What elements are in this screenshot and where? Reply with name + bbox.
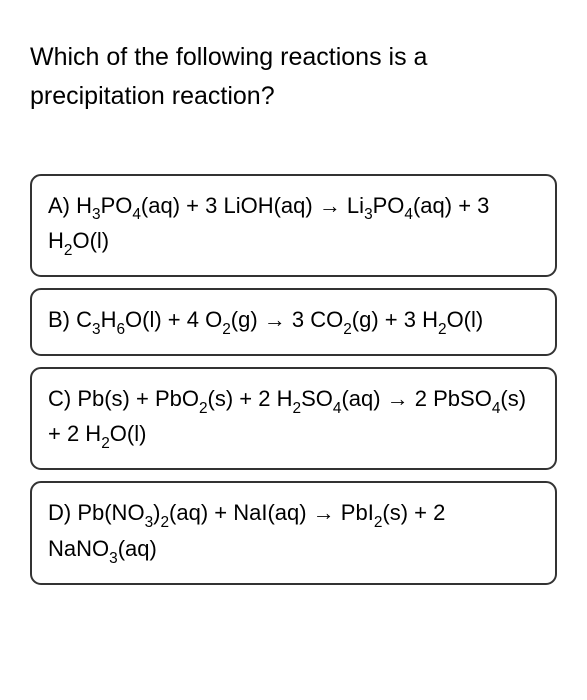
subscript: 6 <box>116 321 125 338</box>
subscript: 2 <box>101 435 110 452</box>
subscript: 2 <box>222 321 231 338</box>
subscript: 2 <box>343 321 352 338</box>
subscript: 3 <box>145 514 154 531</box>
subscript: 2 <box>374 514 383 531</box>
subscript: 3 <box>109 550 118 567</box>
subscript: 3 <box>364 206 373 223</box>
subscript: 4 <box>132 206 141 223</box>
subscript: 4 <box>333 400 342 417</box>
subscript: 3 <box>92 206 101 223</box>
question-text: Which of the following reactions is a pr… <box>30 38 557 116</box>
subscript: 2 <box>293 400 302 417</box>
subscript: 2 <box>64 242 73 259</box>
subscript: 2 <box>199 400 208 417</box>
option-b[interactable]: B) C3H6O(l) + 4 O2(g) → 3 CO2(g) + 3 H2O… <box>30 288 557 356</box>
subscript: 4 <box>404 206 413 223</box>
subscript: 2 <box>438 321 447 338</box>
option-c[interactable]: C) Pb(s) + PbO2(s) + 2 H2SO4(aq) → 2 PbS… <box>30 367 557 470</box>
options-container: A) H3PO4(aq) + 3 LiOH(aq) → Li3PO4(aq) +… <box>30 174 557 585</box>
subscript: 2 <box>160 514 169 531</box>
subscript: 4 <box>492 400 501 417</box>
option-a[interactable]: A) H3PO4(aq) + 3 LiOH(aq) → Li3PO4(aq) +… <box>30 174 557 277</box>
subscript: 3 <box>92 321 101 338</box>
option-d[interactable]: D) Pb(NO3)2(aq) + NaI(aq) → PbI2(s) + 2 … <box>30 481 557 584</box>
